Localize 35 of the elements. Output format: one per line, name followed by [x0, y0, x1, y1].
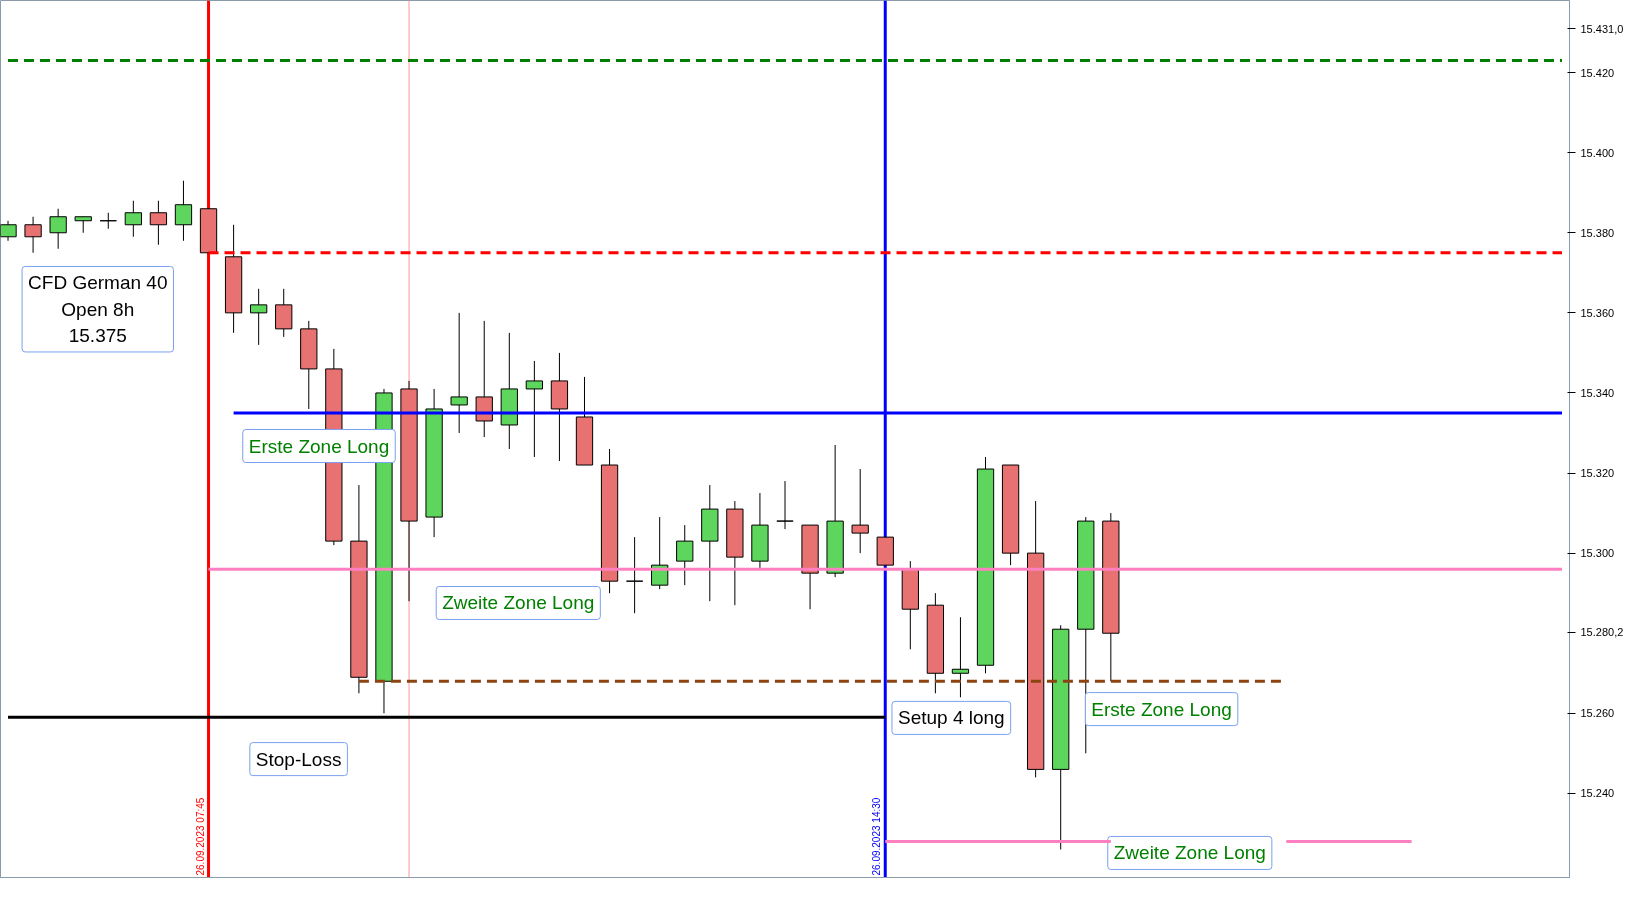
candlestick [49, 208, 67, 250]
y-tick-label: 15.320 [1580, 467, 1615, 480]
annotation: Zweite Zone Long [442, 592, 595, 614]
candlestick [124, 200, 142, 238]
candlestick [174, 180, 193, 242]
candlestick [851, 468, 869, 554]
candlestick [149, 200, 168, 246]
y-tick-label: 15.380 [1580, 226, 1615, 239]
annotation: Erste Zone Long [248, 435, 390, 457]
candlestick [0, 220, 17, 242]
candlestick [625, 536, 644, 614]
y-tick-label: 15.400 [1580, 146, 1615, 159]
annotation: Setup 4 long [897, 707, 1005, 729]
annotation: Stop-Loss [255, 748, 342, 770]
candlestick [525, 360, 544, 458]
candlestick [450, 312, 468, 434]
candlestick [99, 212, 117, 230]
annotation: 26.09.2023 07:45 [194, 797, 206, 876]
y-tick-label: 15.300 [1580, 547, 1615, 560]
candlestick [676, 524, 694, 586]
candlestick [951, 616, 970, 698]
y-tick-label: 15.360 [1580, 306, 1615, 319]
y-tick-label: 15.340 [1580, 386, 1615, 399]
y-tick-label: 15.240 [1580, 787, 1615, 800]
y-tick-label: 15.420 [1580, 66, 1615, 79]
annotation: CFD German 40 Open 8h 15.375 [28, 272, 168, 346]
candlestick [776, 480, 794, 530]
annotation: Zweite Zone Long [1113, 842, 1266, 864]
annotation: Erste Zone Long [1091, 698, 1232, 720]
y-tick-label: 15.260 [1580, 707, 1615, 720]
y-tick-label: 15.431,0 [1580, 22, 1624, 35]
annotation: 26.09.2023 14:30 [871, 797, 883, 876]
candlestick [24, 216, 42, 254]
candlestick [250, 288, 268, 346]
y-tick-label: 15.280,2 [1580, 626, 1624, 639]
